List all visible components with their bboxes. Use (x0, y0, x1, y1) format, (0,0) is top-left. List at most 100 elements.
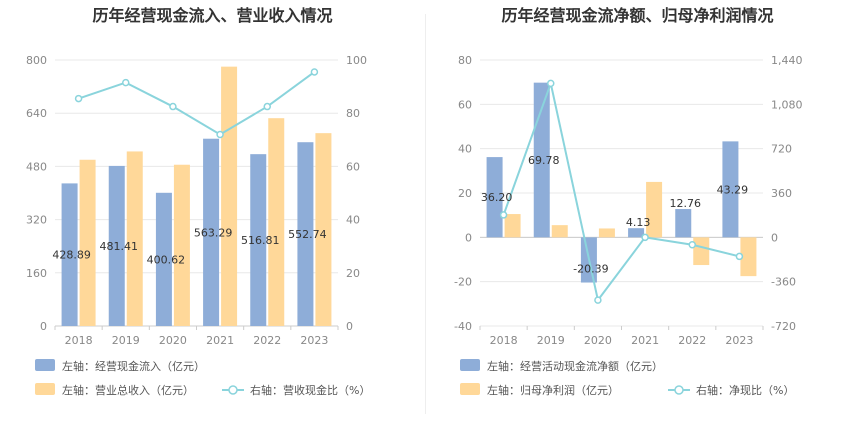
right-left-tick-label: -40 (454, 320, 472, 333)
right-bar-data-label: 36.20 (481, 191, 512, 204)
right-chart-title: 历年经营现金流净额、归母净利润情况 (501, 6, 774, 25)
left-legend-label-2: 左轴：营业总收入（亿元） (62, 383, 194, 397)
left-bar-data-label: 428.89 (52, 249, 91, 262)
right-bar-series1 (675, 209, 692, 238)
left-legend-label-1: 左轴：经营现金流入（亿元） (62, 359, 205, 373)
left-ratio-point (169, 102, 177, 111)
right-left-tick-label: -20 (454, 276, 472, 289)
left-right-tick-label: 60 (346, 160, 360, 173)
left-legend-label-3: 右轴：营收现金比（%） (250, 383, 370, 397)
right-ratio-point (499, 211, 508, 219)
panel-divider (425, 14, 426, 414)
right-x-tick-label: 2019 (537, 334, 565, 347)
left-left-tick-label: 160 (26, 267, 47, 280)
right-bar-series2 (693, 237, 710, 266)
left-bar-series1 (155, 192, 172, 326)
right-bar-series2 (598, 228, 615, 238)
left-x-tick-label: 2020 (159, 334, 187, 347)
right-left-tick-label: 60 (458, 98, 472, 111)
left-chart-svg: 0 160 320 480 640 800 0 20 40 60 80 100 2018 2019 2020… (26, 54, 370, 397)
left-bar-series1 (250, 154, 267, 326)
right-right-tick-label: 360 (771, 187, 792, 200)
right-x-tick-label: 2023 (725, 334, 753, 347)
right-left-tick-label: 40 (458, 143, 472, 156)
left-ratio-point (122, 78, 130, 87)
right-x-tick-label: 2018 (490, 334, 518, 347)
left-left-tick-label: 640 (26, 107, 47, 120)
right-ratio-line (502, 79, 740, 303)
right-right-tick-label: 1,440 (771, 54, 803, 67)
right-ratio-point (688, 240, 696, 249)
right-legend-swatch-1 (460, 359, 480, 371)
left-x-tick-label: 2022 (253, 334, 281, 347)
left-x-tick-label: 2023 (300, 334, 328, 347)
left-ratio-line (78, 71, 316, 136)
left-legend-line-marker (228, 385, 238, 395)
left-bar-data-label: 481.41 (100, 240, 139, 253)
left-x-tick-label: 2019 (112, 334, 140, 347)
right-right-tick-label: -720 (771, 320, 796, 333)
right-bar-series2 (646, 181, 663, 238)
right-chart-svg: -40 -20 0 20 40 60 80 -720 -360 0 360 720 1,080 1,440… (454, 54, 803, 397)
left-x-tick-label: 2018 (65, 334, 93, 347)
left-ratio-point (74, 94, 83, 103)
right-bar-series1 (722, 141, 739, 238)
left-bar-series2 (126, 151, 143, 326)
left-bar-series1 (297, 142, 314, 326)
left-bar-series1 (108, 165, 125, 326)
left-bar-series2 (79, 159, 96, 326)
left-legend-swatch-1 (35, 359, 55, 371)
right-right-tick-label: 1,080 (771, 98, 803, 111)
right-bar-data-label: 4.13 (626, 216, 651, 229)
right-bar-data-label: 69.78 (528, 154, 560, 167)
right-right-tick-label: -360 (771, 276, 796, 289)
right-x-tick-label: 2021 (631, 334, 659, 347)
left-ratio-point (263, 102, 271, 111)
right-bar-series2 (551, 225, 568, 238)
right-legend-label-1: 左轴：经营活动现金流净额（亿元） (487, 359, 663, 373)
left-bar-data-label: 400.62 (147, 253, 186, 266)
left-chart-panel: 历年经营现金流入、营业收入情况 0 160 320 480 640 800 0 20 40 60 8… (26, 6, 370, 397)
left-bar-series2 (268, 118, 285, 326)
left-right-tick-label: 100 (346, 54, 367, 67)
right-left-tick-label: 0 (465, 231, 472, 244)
left-legend-swatch-2 (35, 383, 55, 395)
right-ratio-point (547, 79, 555, 88)
right-left-tick-label: 80 (458, 54, 472, 67)
right-chart-panel: 历年经营现金流净额、归母净利润情况 -40 -20 0 20 40 60 80 -720 -36… (425, 0, 850, 437)
right-bar-series1 (486, 157, 503, 238)
left-bar-series2 (173, 164, 190, 326)
right-bar-series2 (504, 214, 521, 238)
right-x-tick-label: 2022 (678, 334, 706, 347)
right-legend-line-marker (674, 385, 684, 395)
left-bar-series1 (203, 138, 220, 326)
left-bar-data-label: 516.81 (241, 234, 280, 247)
left-ratio-point (310, 68, 319, 76)
right-bar-data-label: 43.29 (717, 183, 749, 196)
right-ratio-point (735, 252, 744, 261)
right-ratio-point (641, 233, 649, 242)
left-right-tick-label: 40 (346, 214, 360, 227)
right-legend-label-2: 左轴：归母净利润（亿元） (487, 383, 619, 397)
right-bar-series1 (628, 228, 645, 238)
left-left-tick-label: 320 (26, 214, 47, 227)
left-bar-data-label: 552.74 (288, 228, 327, 241)
right-bar-data-label: -20.39 (573, 263, 608, 276)
right-legend-label-3: 右轴：净现比（%） (696, 383, 794, 397)
left-bar-series2 (221, 66, 238, 327)
left-left-tick-label: 800 (26, 54, 47, 67)
left-ratio-point (216, 130, 224, 139)
right-bar-series2 (740, 237, 757, 277)
left-right-tick-label: 0 (346, 320, 353, 333)
left-x-tick-label: 2021 (206, 334, 234, 347)
right-bar-data-label: 12.76 (670, 197, 702, 210)
right-left-tick-label: 20 (458, 187, 472, 200)
left-bar-series2 (315, 133, 332, 326)
left-left-tick-label: 480 (26, 160, 47, 173)
left-right-tick-label: 80 (346, 107, 360, 120)
right-right-tick-label: 720 (771, 143, 792, 156)
left-bar-data-label: 563.29 (194, 226, 233, 239)
left-chart-title: 历年经营现金流入、营业收入情况 (92, 6, 333, 25)
right-legend-swatch-2 (460, 383, 480, 395)
left-left-tick-label: 0 (40, 320, 47, 333)
